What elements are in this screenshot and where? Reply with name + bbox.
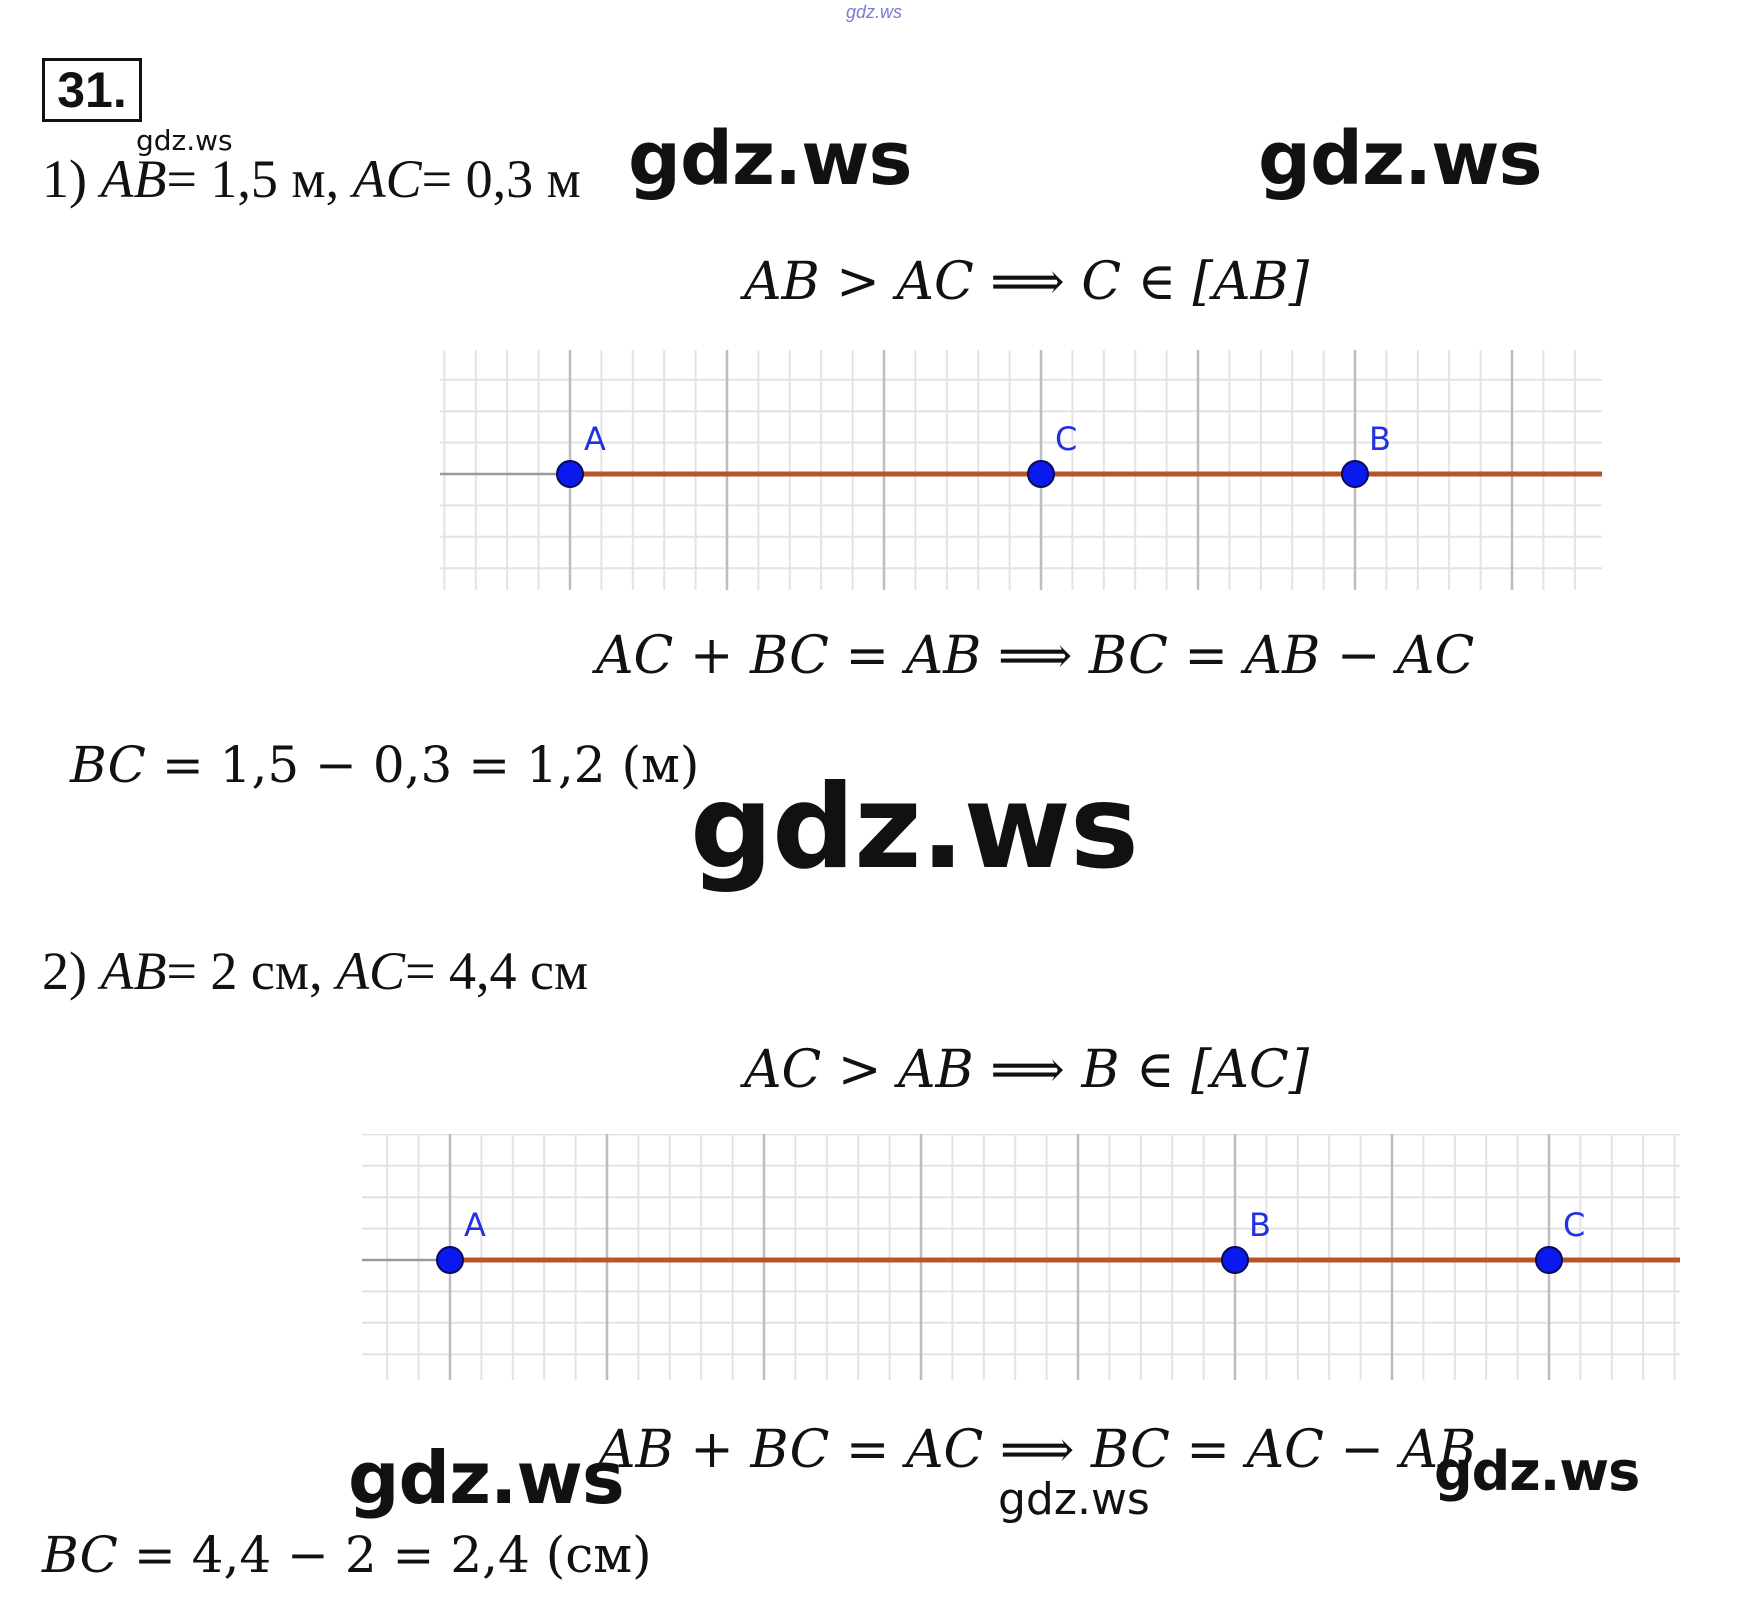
part1-calculation: BC = 1,5 − 0,3 = 1,2 (м) (70, 736, 699, 794)
part1-point-c (1027, 460, 1055, 488)
part1-seg1: AB (100, 149, 167, 209)
part1-point-b (1341, 460, 1369, 488)
part2-eq1: = 2 см, (166, 941, 323, 1001)
part2-sum-equation: AB + BC = AC ⟹ BC = AC − AB (598, 1420, 1477, 1480)
watermark-large-2: gdz.ws (1258, 116, 1543, 202)
part1-point-label-b: B (1369, 420, 1391, 458)
watermark-large-1: gdz.ws (628, 116, 913, 202)
part2-point-label-a: A (464, 1206, 486, 1244)
part1-calc-var: BC (70, 736, 146, 794)
watermark-center: gdz.ws (690, 760, 1139, 895)
part1-label: 1) (42, 149, 87, 209)
part2-condition: 2) AB= 2 см, AC= 4,4 см (42, 940, 588, 1002)
watermark-bottom-mid: gdz.ws (998, 1474, 1150, 1525)
part1-eq1: = 1,5 м, (166, 149, 340, 209)
part2-eq2: = 4,4 см (405, 941, 589, 1001)
part1-grid (440, 350, 1602, 590)
watermark-bottom-right: gdz.ws (1434, 1440, 1640, 1503)
part1-eq2: = 0,3 м (421, 149, 581, 209)
part2-point-b (1221, 1246, 1249, 1274)
part2-number-line-diagram: A B C (362, 1134, 1680, 1380)
part2-label: 2) (42, 941, 87, 1001)
part1-point-label-a: A (584, 420, 606, 458)
part1-seg2: AC (352, 149, 422, 209)
part2-calc-var: BC (42, 1526, 118, 1584)
watermark-top: gdz.ws (846, 2, 903, 22)
part2-point-label-b: B (1249, 1206, 1271, 1244)
part2-seg1: AB (100, 941, 167, 1001)
problem-number: 31. (42, 58, 142, 122)
part1-sum-equation: AC + BC = AB ⟹ BC = AB − AC (596, 626, 1475, 686)
part1-calc-expr: = 1,5 − 0,3 = 1,2 (м) (161, 736, 700, 794)
part1-relation: AB > AC ⟹ C ∈ [AB] (744, 252, 1310, 312)
watermark-small: gdz.ws (136, 124, 233, 157)
part1-point-a (556, 460, 584, 488)
part2-point-c (1535, 1246, 1563, 1274)
part2-seg2: AC (336, 941, 406, 1001)
part2-relation: AC > AB ⟹ B ∈ [AC] (744, 1040, 1310, 1100)
part2-grid (362, 1134, 1680, 1380)
part1-point-label-c: C (1055, 420, 1077, 458)
watermark-bottom-left: gdz.ws (348, 1436, 625, 1520)
part2-point-a (436, 1246, 464, 1274)
part1-condition: 1) AB= 1,5 м, AC= 0,3 м (42, 148, 581, 210)
part2-point-label-c: C (1563, 1206, 1585, 1244)
part2-calc-expr: = 4,4 − 2 = 2,4 (см) (133, 1526, 652, 1584)
part2-calculation: BC = 4,4 − 2 = 2,4 (см) (42, 1526, 652, 1584)
